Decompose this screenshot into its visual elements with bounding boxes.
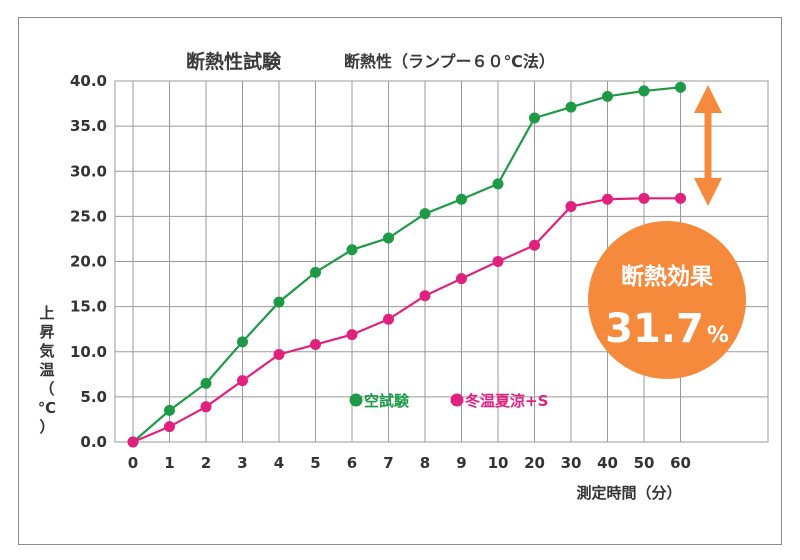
- y-tick-label: 40.0: [70, 72, 107, 90]
- y-axis-ticks: 0.0 5.0 10.0 15.0 20.0 25.0 30.0 35.0 40.0: [70, 72, 107, 451]
- y-tick-label: 35.0: [70, 117, 107, 135]
- y-tick-label: 20.0: [70, 253, 107, 271]
- y-tick-label: 25.0: [70, 207, 107, 225]
- x-tick-label: 20: [524, 454, 545, 472]
- data-point-series1: [164, 404, 175, 416]
- data-point-series2: [638, 192, 650, 204]
- x-tick-label: 50: [634, 454, 655, 472]
- data-point-series2: [127, 436, 139, 448]
- data-point-series2: [310, 339, 321, 351]
- data-point-series1: [492, 178, 504, 190]
- data-point-series2: [164, 421, 175, 433]
- chart-subtitle: 断熱性（ランプー６０℃法）: [344, 52, 555, 71]
- data-point-series2: [383, 313, 394, 325]
- legend-marker-series1: [349, 393, 363, 407]
- x-tick-label: 40: [597, 454, 618, 472]
- data-point-series2: [346, 329, 358, 341]
- y-tick-label: 10.0: [70, 343, 107, 361]
- x-tick-label: 0: [128, 454, 138, 472]
- data-point-series1: [602, 90, 613, 102]
- series: [127, 81, 686, 448]
- data-point-series2: [237, 375, 248, 387]
- data-point-series1: [529, 112, 540, 124]
- effect-badge: 断熱効果 31.7%: [588, 221, 746, 379]
- x-tick-label: 7: [383, 454, 393, 472]
- x-tick-label: 3: [237, 454, 247, 472]
- data-point-series1: [200, 377, 212, 389]
- data-point-series2: [565, 200, 577, 212]
- x-tick-label: 4: [274, 454, 284, 472]
- chart-frame: 断熱性試験 断熱性（ランプー６０℃法） 0.0 5.0 10.0 15.0 20.0 25…: [18, 17, 782, 545]
- data-point-series2: [492, 256, 504, 267]
- data-point-series1: [419, 208, 431, 220]
- x-tick-label: 60: [670, 454, 691, 472]
- data-point-series2: [675, 192, 686, 204]
- data-point-series2: [529, 239, 540, 251]
- data-point-series2: [419, 290, 431, 302]
- legend-label-series1: 空試験: [364, 392, 410, 410]
- y-axis-label: 上昇気温（℃）: [38, 304, 56, 436]
- data-point-series1: [456, 193, 467, 205]
- y-tick-label: 0.0: [80, 433, 107, 451]
- data-point-series1: [310, 266, 321, 278]
- legend-marker-series2: [450, 393, 464, 407]
- effect-badge-circle: [588, 221, 746, 379]
- data-point-series1: [383, 232, 394, 244]
- x-tick-label: 6: [347, 454, 357, 472]
- series-line-1: [132, 86, 681, 443]
- data-point-series2: [273, 348, 285, 360]
- data-point-series1: [675, 81, 686, 93]
- x-tick-label: 9: [456, 454, 466, 472]
- legend-label-series2: 冬温夏涼+S: [465, 392, 548, 410]
- data-point-series2: [602, 193, 613, 205]
- y-tick-label: 15.0: [70, 298, 107, 316]
- x-axis-ticks: 0 1 2 3 4 5 6 7 8 9 10 20 30 40 50 60: [128, 454, 691, 472]
- data-point-series1: [638, 85, 650, 97]
- data-point-series1: [273, 296, 285, 308]
- effect-unit: %: [707, 323, 729, 348]
- data-point-series1: [346, 244, 358, 256]
- x-tick-label: 8: [420, 454, 430, 472]
- x-tick-label: 10: [488, 454, 509, 472]
- x-tick-label: 2: [201, 454, 211, 472]
- data-point-series1: [237, 336, 248, 348]
- data-point-series2: [200, 401, 212, 413]
- x-tick-label: 30: [561, 454, 582, 472]
- series-line-2: [132, 197, 681, 444]
- effect-label: 断熱効果: [621, 263, 713, 290]
- x-tick-label: 1: [164, 454, 174, 472]
- line-chart: 断熱性試験 断熱性（ランプー６０℃法） 0.05.010.015.020.025…: [38, 50, 769, 502]
- x-tick-label: 5: [310, 454, 320, 472]
- chart-title: 断熱性試験: [186, 50, 282, 73]
- effect-value: 31.7: [605, 306, 704, 352]
- effect-value-line: 31.7%: [605, 306, 729, 352]
- x-axis-label: 測定時間（分）: [576, 484, 681, 502]
- data-point-series2: [456, 273, 467, 285]
- y-tick-label: 5.0: [80, 388, 107, 406]
- legend: 空試験 冬温夏涼+S: [349, 392, 548, 410]
- y-tick-label: 30.0: [70, 162, 107, 180]
- data-point-series1: [565, 101, 577, 113]
